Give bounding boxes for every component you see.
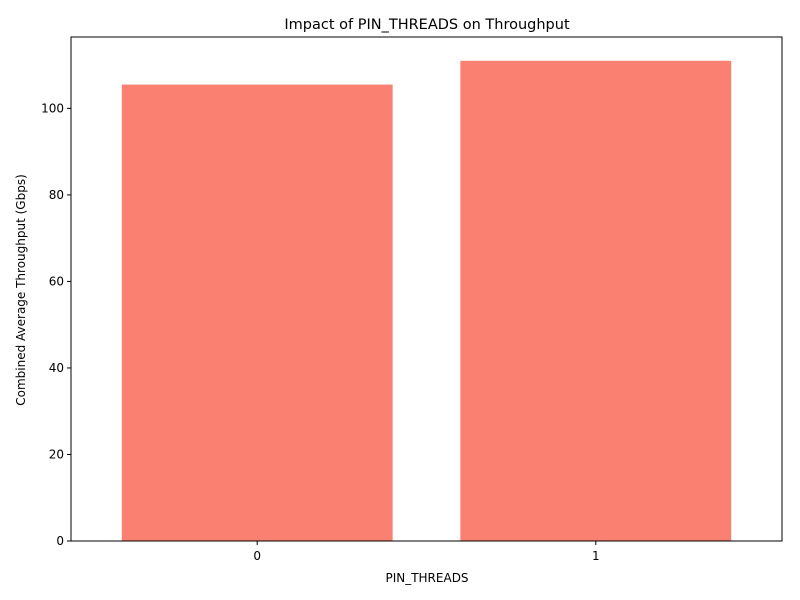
chart-title: Impact of PIN_THREADS on Throughput xyxy=(284,17,570,33)
bar-1 xyxy=(460,60,732,541)
y-tick-label-60: 60 xyxy=(49,274,64,288)
y-axis-label: Combined Average Throughput (Gbps) xyxy=(14,174,28,406)
x-axis-label: PIN_THREADS xyxy=(385,571,468,585)
bar-0 xyxy=(121,84,393,541)
y-tick-label-40: 40 xyxy=(49,361,64,375)
y-tick-label-100: 100 xyxy=(41,101,64,115)
bars-layer xyxy=(121,60,732,541)
x-tick-label-0: 0 xyxy=(253,549,261,563)
y-tick-label-20: 20 xyxy=(49,447,64,461)
plot-frame xyxy=(70,36,783,542)
axes-layer: 0 20 40 60 80 100 0 1 xyxy=(41,36,783,563)
y-tick-label-0: 0 xyxy=(56,534,64,548)
y-tick-label-80: 80 xyxy=(49,188,64,202)
x-tick-label-1: 1 xyxy=(592,549,600,563)
